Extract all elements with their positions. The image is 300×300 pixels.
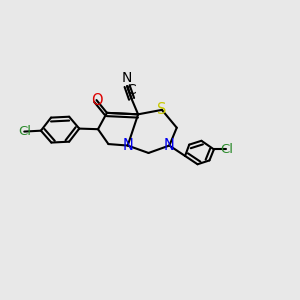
Text: Cl: Cl (18, 125, 31, 138)
Text: Cl: Cl (220, 143, 233, 156)
Text: N: N (122, 138, 133, 153)
Text: O: O (91, 93, 102, 108)
Text: S: S (157, 102, 167, 117)
Text: C: C (127, 83, 136, 98)
Text: N: N (164, 138, 175, 153)
Text: N: N (122, 70, 132, 85)
